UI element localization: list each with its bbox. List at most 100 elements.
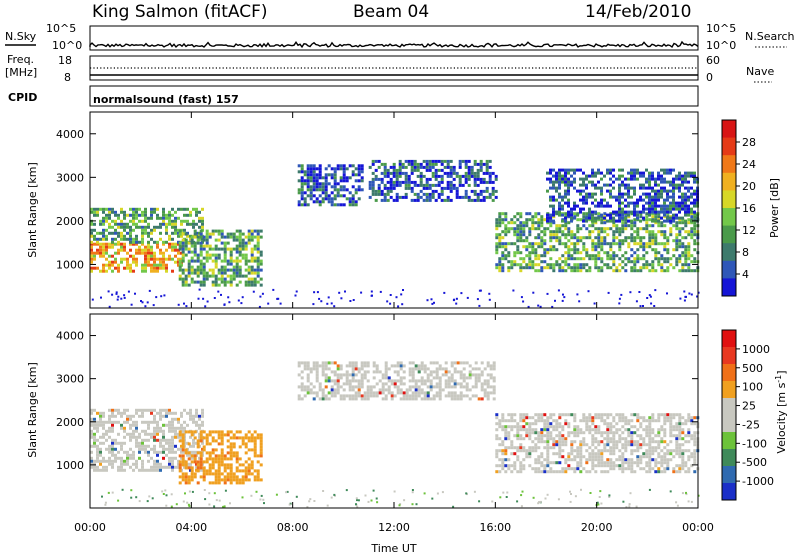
power-cell — [663, 181, 666, 184]
velocity-cell — [600, 464, 603, 467]
velocity-cell — [537, 440, 540, 443]
power-cell — [111, 226, 114, 229]
power-cell — [639, 239, 642, 242]
power-cell — [528, 263, 531, 266]
power-cell — [630, 220, 633, 223]
velocity-cell — [612, 419, 615, 422]
power-cell — [492, 187, 495, 190]
velocity-cell — [546, 464, 549, 467]
power-cell — [156, 264, 159, 267]
power-cell — [153, 258, 156, 261]
velocity-cell — [141, 460, 144, 463]
velocity-cell — [522, 425, 525, 428]
power-cell — [618, 245, 621, 248]
power-cell — [399, 163, 402, 166]
power-cell — [120, 246, 123, 249]
velocity-cell — [248, 472, 251, 475]
power-cell — [396, 193, 399, 196]
velocity-cell — [379, 391, 382, 394]
velocity-cell — [460, 376, 463, 379]
power-cell — [561, 181, 564, 184]
velocity-cell — [239, 430, 242, 433]
power-cell — [221, 233, 224, 236]
velocity-cell — [580, 489, 582, 491]
power-cell — [537, 218, 540, 221]
power-cell — [387, 172, 390, 175]
velocity-cell — [445, 373, 448, 376]
power-cell — [346, 176, 349, 179]
power-cell — [447, 187, 450, 190]
power-cell — [453, 187, 456, 190]
power-cell — [206, 236, 209, 239]
velocity-cell — [99, 451, 102, 454]
power-cell — [663, 248, 666, 251]
power-cell — [540, 215, 543, 218]
power-cell — [498, 263, 501, 266]
velocity-cell — [564, 458, 567, 461]
power-cell — [570, 181, 573, 184]
power-cell — [615, 214, 618, 217]
velocity-cell — [230, 442, 233, 445]
velocity-cell — [385, 388, 388, 391]
power-cell — [558, 187, 561, 190]
power-cell — [582, 224, 585, 227]
power-cell — [179, 248, 182, 251]
velocity-cell — [645, 443, 648, 446]
velocity-cell — [507, 413, 510, 416]
velocity-cell — [218, 478, 221, 481]
velocity-cell — [204, 498, 206, 500]
velocity-cell — [365, 495, 367, 497]
velocity-cell — [325, 397, 328, 400]
power-cell — [390, 187, 393, 190]
power-cell — [513, 242, 516, 245]
colorbar-segment — [722, 173, 736, 191]
velocity-cell — [236, 436, 239, 439]
power-cell — [393, 169, 396, 172]
power-cell — [609, 248, 612, 251]
power-cell — [564, 169, 567, 172]
power-cell — [648, 211, 651, 214]
power-cell — [239, 236, 242, 239]
velocity-cell — [165, 424, 168, 427]
power-cell — [468, 160, 471, 163]
velocity-cell — [630, 437, 633, 440]
velocity-cell — [159, 445, 162, 448]
velocity-cell — [245, 466, 248, 469]
power-cell — [489, 160, 492, 163]
velocity-cell — [690, 416, 693, 419]
velocity-cell — [495, 452, 498, 455]
power-cell — [516, 224, 519, 227]
velocity-cell — [361, 373, 364, 376]
power-cell — [666, 248, 669, 251]
power-cell — [495, 224, 498, 227]
power-cell — [654, 251, 657, 254]
velocity-cell — [328, 376, 331, 379]
power-cell — [609, 254, 612, 257]
power-cell — [522, 221, 525, 224]
velocity-cell — [188, 451, 191, 454]
power-cell — [603, 221, 606, 224]
velocity-cell — [639, 446, 642, 449]
power-cell — [230, 263, 233, 266]
power-cell — [633, 172, 636, 175]
power-cell — [168, 246, 171, 249]
power-cell — [633, 251, 636, 254]
power-cell — [669, 205, 672, 208]
power-cell — [313, 179, 316, 182]
power-cell — [630, 248, 633, 251]
power-cell — [114, 220, 117, 223]
power-cell — [304, 170, 307, 173]
power-cell — [215, 239, 218, 242]
power-cell — [326, 303, 328, 305]
power-cell — [313, 170, 316, 173]
power-cell — [468, 166, 471, 169]
velocity-cell — [645, 449, 648, 452]
power-cell — [102, 252, 105, 255]
power-cell — [248, 278, 251, 281]
velocity-cell — [203, 460, 206, 463]
power-cell — [340, 179, 343, 182]
power-cell — [525, 218, 528, 221]
velocity-cell — [165, 409, 168, 412]
velocity-cell — [126, 463, 129, 466]
power-cell — [612, 224, 615, 227]
